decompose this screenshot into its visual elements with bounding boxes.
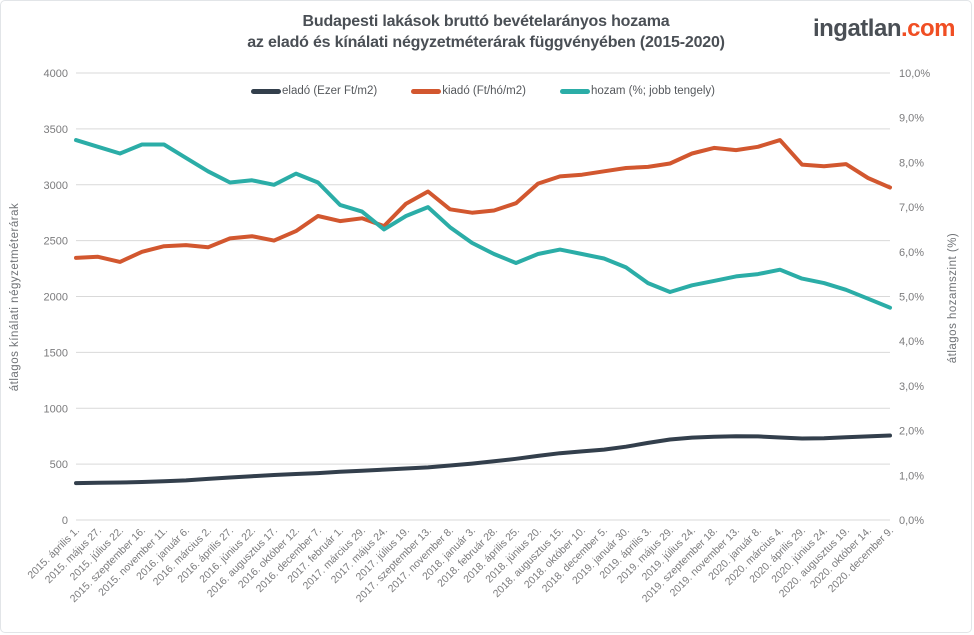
right-axis-title: átlagos hozamszint (%) xyxy=(947,232,959,364)
left-axis-tick-label: 0 xyxy=(62,515,68,527)
ingatlan-logo: ingatlan.com xyxy=(812,15,956,43)
left-axis-title: átlagos kínálati négyzetméterárak xyxy=(9,202,21,392)
elado-line-swatch-icon xyxy=(251,88,281,94)
right-axis-tick-label: 3,0% xyxy=(899,381,924,393)
right-axis-tick-label: 10,0% xyxy=(899,68,930,80)
right-axis-tick-label: 6,0% xyxy=(899,247,924,259)
chart-title-line2: az eladó és kínálati négyzetméterárak fü… xyxy=(247,34,725,51)
left-axis-tick-label: 1500 xyxy=(44,347,68,359)
chart-title-line1: Budapesti lakások bruttó bevételarányos … xyxy=(302,13,670,30)
legend-item-kiado[interactable]: kiadó (Ft/hó/m2) xyxy=(411,85,526,97)
kiado-line-swatch-icon xyxy=(411,88,442,94)
legend-label-elado: eladó (Ezer Ft/m2) xyxy=(282,85,378,97)
series-line-elado[interactable] xyxy=(74,433,892,486)
right-axis-tick-label: 8,0% xyxy=(899,157,924,169)
right-axis-tick-label: 0,0% xyxy=(899,515,924,527)
left-axis-tick-label: 4000 xyxy=(44,68,68,80)
left-axis-tick-label: 3500 xyxy=(44,124,68,136)
right-axis-tick-label: 7,0% xyxy=(899,202,924,214)
left-axis-tick-label: 3000 xyxy=(44,180,68,192)
legend-item-hozam[interactable]: hozam (%; jobb tengely) xyxy=(559,85,715,97)
right-axis-tick-label: 4,0% xyxy=(899,336,924,348)
right-axis-tick-label: 5,0% xyxy=(899,292,924,304)
legend-label-hozam: hozam (%; jobb tengely) xyxy=(590,85,715,97)
left-axis-tick-label: 500 xyxy=(50,459,68,471)
legend-label-kiado: kiadó (Ft/hó/m2) xyxy=(442,85,526,97)
legend: eladó (Ezer Ft/m2) kiadó (Ft/hó/m2) hoza… xyxy=(76,85,890,97)
hozam-line-swatch-icon xyxy=(559,88,590,94)
chart-title: Budapesti lakások bruttó bevételarányos … xyxy=(1,11,971,53)
right-axis-tick-label: 2,0% xyxy=(899,426,924,438)
logo-suffix: .com xyxy=(900,15,956,42)
logo-text: ingatlan xyxy=(812,15,902,42)
right-axis-tick-label: 1,0% xyxy=(899,470,924,482)
left-axis-tick-label: 2000 xyxy=(44,292,68,304)
left-axis-tick-label: 1000 xyxy=(44,403,68,415)
left-axis-tick-label: 2500 xyxy=(44,236,68,248)
right-axis-tick-label: 9,0% xyxy=(899,113,924,125)
series-line-hozam[interactable] xyxy=(74,138,892,310)
legend-item-elado[interactable]: eladó (Ezer Ft/m2) xyxy=(251,85,377,97)
series-line-kiado[interactable] xyxy=(74,138,892,264)
